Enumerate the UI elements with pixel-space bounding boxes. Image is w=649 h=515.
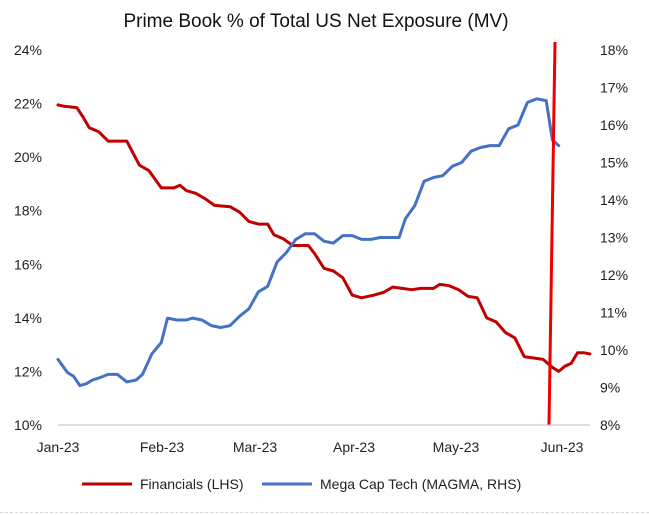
left-tick-label: 14% — [14, 310, 42, 326]
right-tick-label: 10% — [600, 342, 628, 358]
right-tick-label: 13% — [600, 230, 628, 246]
right-tick-label: 14% — [600, 192, 628, 208]
plot-area — [56, 41, 592, 426]
left-tick-label: 22% — [14, 96, 42, 112]
left-tick-label: 18% — [14, 203, 42, 219]
left-tick-label: 12% — [14, 363, 42, 379]
x-axis: Jan-23 Feb-23 Mar-23 Apr-23 May-23 Jun-23 — [37, 424, 590, 455]
financials-line — [56, 103, 592, 373]
left-axis: 10% 12% 14% 16% 18% 20% 22% 24% — [14, 42, 42, 433]
x-tick-label: Jun-23 — [541, 439, 584, 455]
legend-mega-cap-tech-label: Mega Cap Tech (MAGMA, RHS) — [320, 476, 521, 492]
left-tick-label: 16% — [14, 256, 42, 272]
right-axis: 8% 9% 10% 11% 12% 13% 14% 15% 16% 17% 18% — [600, 42, 628, 433]
annotation-vertical-marker — [547, 41, 557, 426]
x-tick-label: May-23 — [433, 439, 480, 455]
legend: Financials (LHS) Mega Cap Tech (MAGMA, RH… — [82, 476, 521, 492]
legend-financials-label: Financials (LHS) — [140, 476, 243, 492]
right-tick-label: 17% — [600, 80, 628, 96]
right-tick-label: 15% — [600, 155, 628, 171]
x-tick-label: Jan-23 — [37, 439, 80, 455]
right-tick-label: 16% — [600, 117, 628, 133]
right-tick-label: 9% — [600, 380, 620, 396]
right-tick-label: 8% — [600, 417, 620, 433]
x-tick-label: Apr-23 — [333, 439, 375, 455]
right-tick-label: 12% — [600, 267, 628, 283]
left-tick-label: 20% — [14, 149, 42, 165]
left-tick-label: 10% — [14, 417, 42, 433]
chart-title: Prime Book % of Total US Net Exposure (M… — [123, 11, 508, 32]
right-tick-label: 11% — [600, 305, 627, 321]
left-tick-label: 24% — [14, 42, 42, 58]
x-tick-label: Mar-23 — [233, 439, 278, 455]
x-tick-label: Feb-23 — [140, 439, 185, 455]
mega-cap-tech-line — [56, 97, 561, 388]
page-divider — [0, 512, 649, 513]
right-tick-label: 18% — [600, 42, 628, 58]
